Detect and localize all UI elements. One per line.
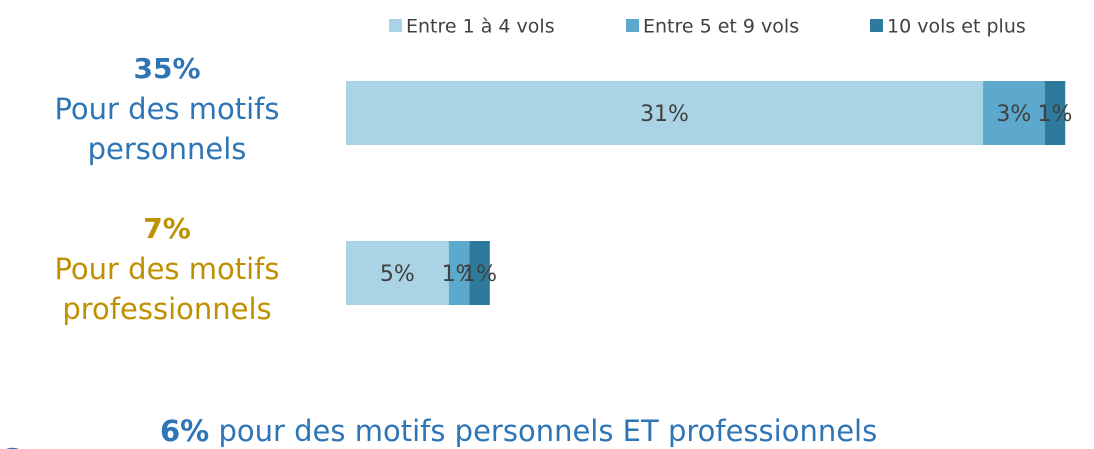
- category-name: Pour des motifs professionnels: [54, 252, 280, 326]
- bar-segment: [983, 81, 1045, 145]
- category-label: 35% Pour des motifs personnels: [17, 49, 317, 169]
- category-total: 7%: [143, 212, 191, 245]
- data-label: 3%: [996, 102, 1031, 127]
- data-label: 1%: [1038, 102, 1073, 127]
- category-label: 7% Pour des motifs professionnels: [17, 209, 317, 329]
- bar-segment: [1044, 81, 1066, 145]
- data-label: 1%: [462, 262, 497, 287]
- category-total: 35%: [133, 52, 201, 85]
- note-value: 6%: [160, 414, 210, 448]
- legend-label: Entre 5 et 9 vols: [643, 16, 799, 38]
- legend-swatch: [389, 19, 402, 32]
- data-label: 5%: [380, 262, 415, 287]
- legend-label: 10 vols et plus: [887, 16, 1026, 38]
- bar-segment: [469, 241, 490, 305]
- data-label: 31%: [640, 102, 689, 127]
- legend-swatch: [870, 19, 883, 32]
- bar-segment: [346, 81, 984, 145]
- note-text: pour des motifs personnels ET profession…: [218, 414, 878, 448]
- category-name: Pour des motifs personnels: [54, 92, 280, 166]
- bar-segment: [448, 241, 470, 305]
- note: 6% pour des motifs personnels ET profess…: [160, 414, 877, 448]
- legend-label: Entre 1 à 4 vols: [406, 16, 555, 38]
- bar-segment: [346, 241, 449, 305]
- legend-swatch: [626, 19, 639, 32]
